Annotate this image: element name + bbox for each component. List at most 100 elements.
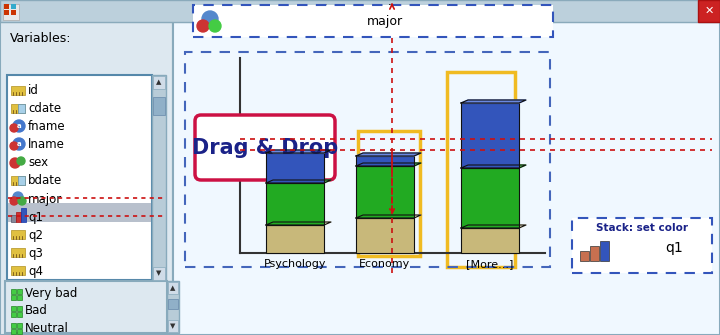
Bar (11, 176, 25, 185)
Bar (266, 183, 324, 225)
Text: Chart Builder: Chart Builder (314, 4, 406, 18)
Text: q1: q1 (665, 241, 683, 255)
Text: Stack: set color: Stack: set color (596, 223, 688, 233)
Bar (153, 97, 165, 115)
Bar (8, 203, 151, 222)
Bar (17, 289, 22, 294)
Circle shape (209, 20, 221, 32)
Bar (168, 320, 178, 332)
Polygon shape (266, 222, 331, 225)
Circle shape (202, 11, 218, 27)
Circle shape (13, 120, 25, 132)
Bar (356, 218, 414, 253)
Text: major: major (28, 193, 62, 205)
Circle shape (13, 192, 23, 202)
Text: q2: q2 (28, 228, 43, 242)
Circle shape (17, 157, 25, 165)
Bar (11, 312, 16, 317)
Bar (11, 230, 25, 239)
Bar (11, 289, 16, 294)
Bar (18, 176, 25, 185)
Bar (266, 225, 324, 253)
Polygon shape (356, 163, 421, 166)
Bar (17, 312, 22, 317)
Text: q1: q1 (28, 210, 43, 223)
Bar (356, 156, 414, 166)
Bar (17, 295, 22, 300)
Bar (17, 306, 22, 311)
Bar (11, 306, 16, 311)
Text: q3: q3 (28, 247, 43, 260)
Polygon shape (461, 225, 526, 228)
Text: ▲: ▲ (171, 285, 176, 291)
Bar (5, 281, 167, 333)
Bar (266, 153, 324, 183)
Bar (17, 323, 22, 328)
Bar (356, 166, 414, 218)
Bar (0, 22, 173, 335)
Bar (0, 0, 720, 22)
Text: q4: q4 (28, 265, 43, 277)
Polygon shape (266, 150, 331, 153)
Bar (153, 76, 165, 89)
Bar (168, 282, 178, 294)
Text: Drag & Drop: Drag & Drop (192, 137, 338, 157)
Bar (11, 323, 16, 328)
Polygon shape (461, 165, 526, 168)
Text: Variables:: Variables: (10, 32, 71, 45)
Circle shape (13, 138, 25, 150)
Circle shape (197, 20, 209, 32)
Bar (698, 0, 720, 22)
Polygon shape (356, 215, 421, 218)
Bar (461, 168, 519, 228)
Bar (185, 52, 550, 267)
Bar (11, 4, 16, 9)
Text: ✕: ✕ (704, 6, 714, 16)
Text: Count: Count (223, 141, 233, 175)
Bar (11, 248, 25, 257)
Text: [More...]: [More...] (467, 259, 513, 269)
Bar (16, 212, 21, 222)
Bar (4, 4, 9, 9)
Bar (461, 228, 519, 253)
Bar (193, 5, 553, 37)
Bar (153, 267, 165, 280)
Bar (152, 75, 166, 280)
Bar (173, 22, 720, 335)
Polygon shape (356, 153, 421, 156)
Text: Economy: Economy (359, 259, 410, 269)
Bar (11, 215, 16, 222)
Bar (590, 246, 599, 261)
Text: id: id (28, 84, 39, 97)
Text: Very bad: Very bad (25, 287, 77, 300)
Text: a: a (17, 123, 22, 129)
Text: cdate: cdate (28, 103, 61, 116)
Text: fname: fname (28, 121, 66, 134)
Text: major: major (367, 14, 403, 27)
Text: ▼: ▼ (171, 323, 176, 329)
Text: ▲: ▲ (156, 79, 162, 85)
Bar (18, 104, 25, 113)
Circle shape (10, 142, 18, 150)
Bar (11, 86, 25, 95)
Bar (11, 10, 16, 15)
Bar (11, 266, 25, 275)
Bar (4, 10, 9, 15)
Circle shape (10, 158, 20, 168)
Bar (11, 295, 16, 300)
Bar (461, 103, 519, 168)
Bar (21, 208, 26, 222)
Bar (17, 329, 22, 334)
Text: Bad: Bad (25, 305, 48, 318)
Text: sex: sex (28, 156, 48, 170)
Text: a: a (17, 141, 22, 147)
Text: Neutral: Neutral (25, 322, 69, 335)
Bar (7, 75, 152, 280)
Bar (447, 72, 515, 267)
Text: Psychology: Psychology (264, 259, 326, 269)
Bar (358, 131, 420, 256)
Text: ▼: ▼ (156, 270, 162, 276)
Circle shape (10, 197, 18, 205)
FancyBboxPatch shape (195, 115, 335, 180)
Bar (600, 241, 609, 261)
